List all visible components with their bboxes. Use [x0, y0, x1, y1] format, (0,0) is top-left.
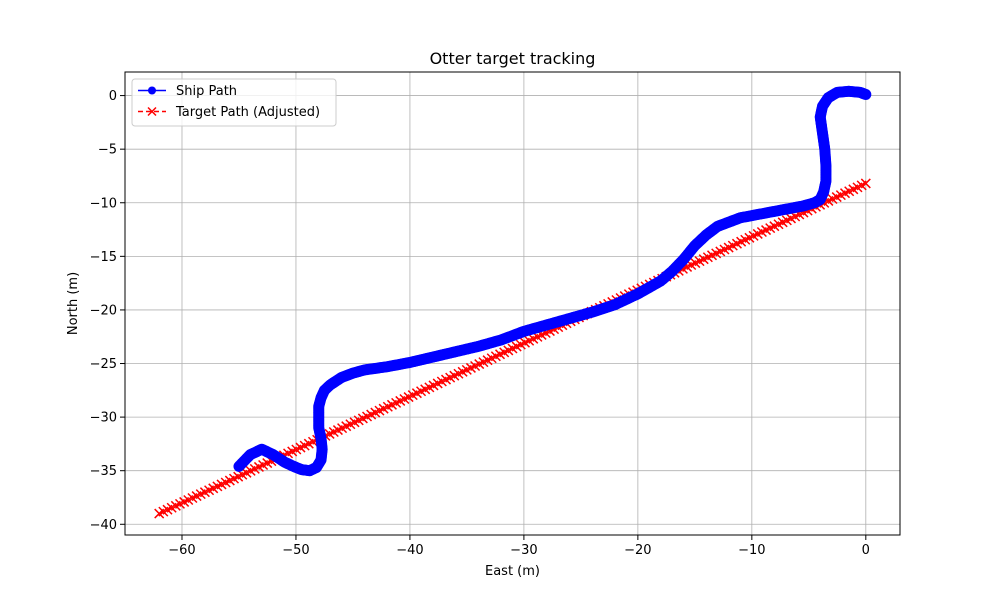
- y-tick-label: −25: [90, 357, 117, 372]
- axes-frame: [124, 71, 901, 536]
- ship-path-marker: [233, 460, 245, 472]
- y-tick-label: −40: [90, 518, 117, 533]
- x-axis-ticks: −60 −50 −40 −30 −20 −10 0: [168, 535, 870, 558]
- x-axis-label: East (m): [485, 564, 540, 579]
- y-tick-label: −5: [98, 143, 117, 158]
- legend-target-label: Target Path (Adjusted): [175, 105, 320, 120]
- plot-series: [154, 85, 872, 519]
- x-tick-label: −10: [738, 543, 765, 558]
- x-tick-label: 0: [862, 543, 870, 558]
- y-tick-label: −20: [90, 303, 117, 318]
- x-tick-label: −40: [396, 543, 423, 558]
- y-axis-label: North (m): [66, 272, 81, 335]
- legend-ship-label: Ship Path: [176, 84, 237, 99]
- target-path-marker: [154, 508, 165, 519]
- y-tick-label: −10: [90, 196, 117, 211]
- y-tick-label: −35: [90, 464, 117, 479]
- x-tick-label: −20: [624, 543, 651, 558]
- legend-target-marker: [147, 106, 157, 117]
- x-tick-label: −50: [282, 543, 309, 558]
- chart-title: Otter target tracking: [430, 49, 596, 68]
- y-tick-label: −30: [90, 411, 117, 426]
- legend-ship-marker: [148, 86, 156, 95]
- y-tick-label: −15: [90, 250, 117, 265]
- legend: Ship Path Target Path (Adjusted): [131, 78, 337, 127]
- y-axis-ticks: 0 −5 −10 −15 −20 −25 −30 −35 −40: [90, 89, 125, 533]
- x-tick-label: −30: [510, 543, 537, 558]
- x-tick-label: −60: [168, 543, 195, 558]
- legend-box: [131, 78, 337, 127]
- ship-path-series: [233, 85, 872, 477]
- y-tick-label: 0: [109, 89, 117, 104]
